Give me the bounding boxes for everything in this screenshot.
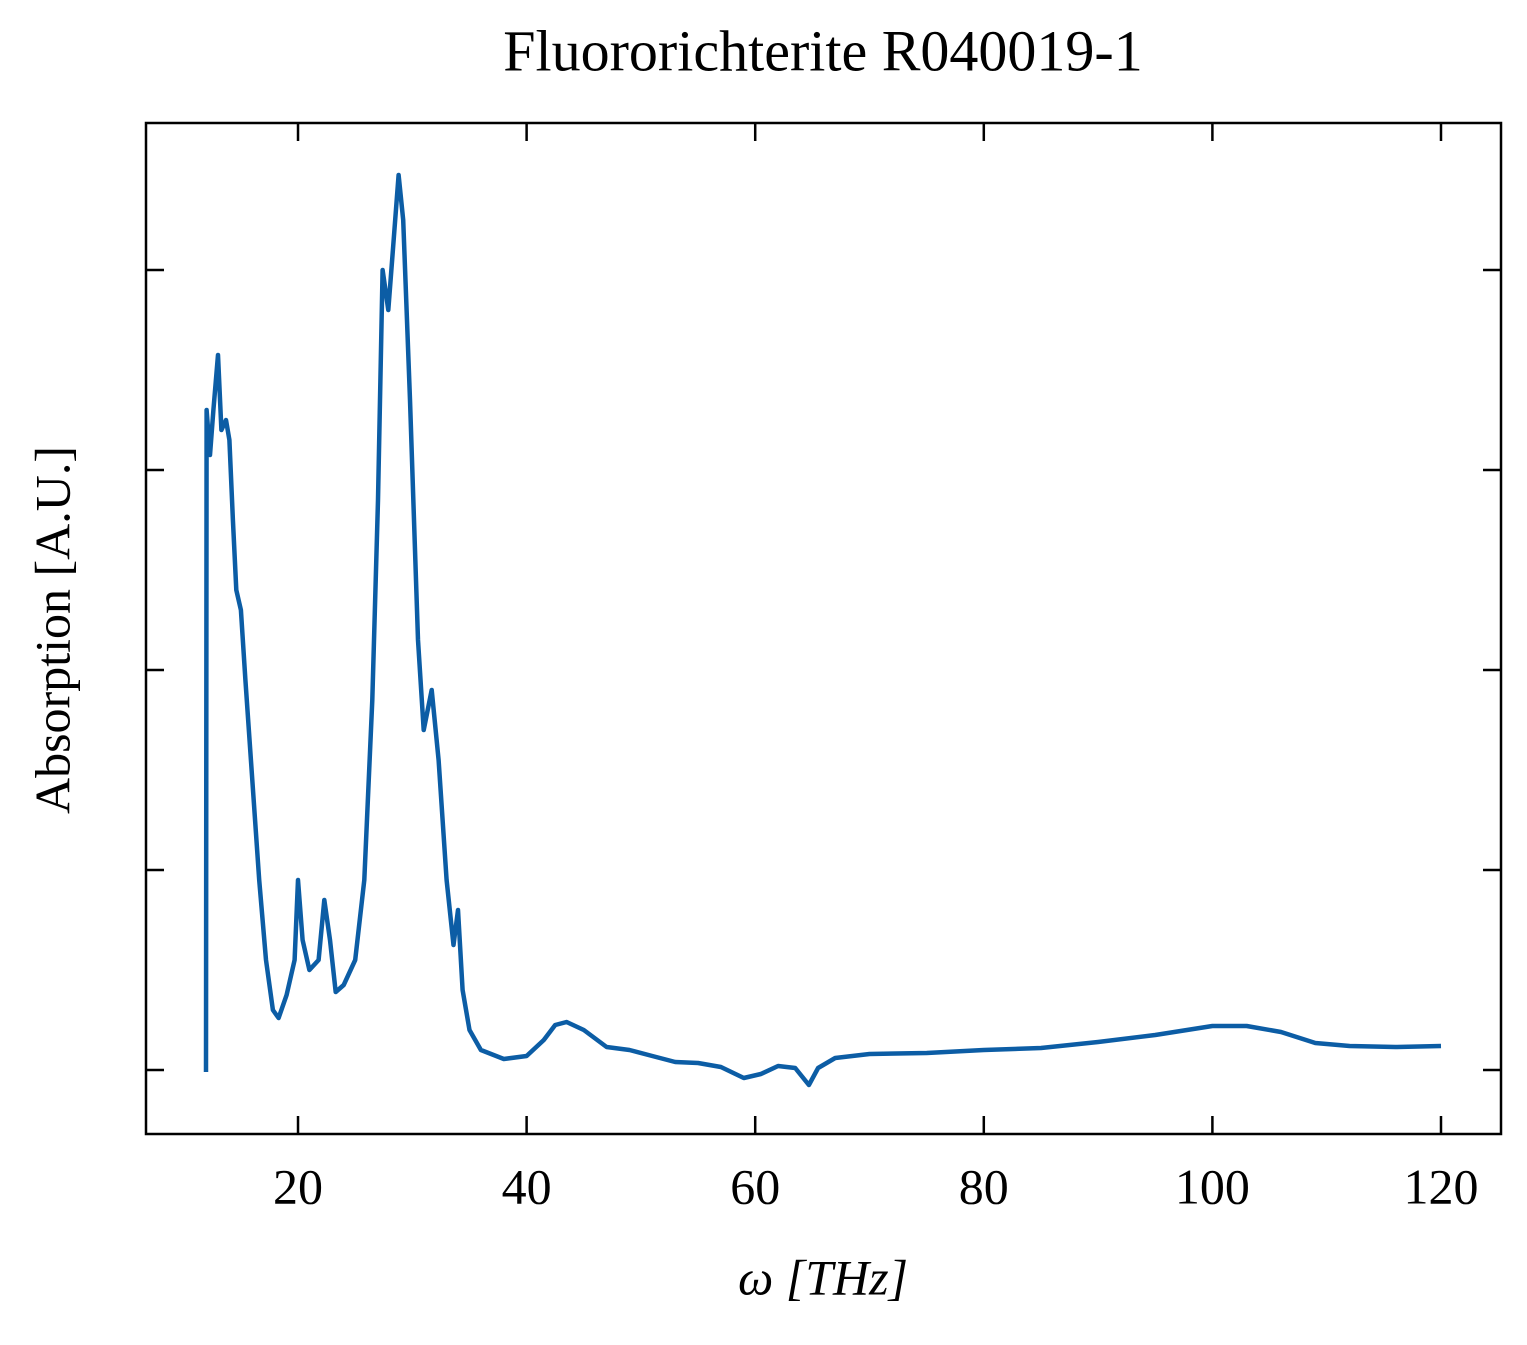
x-tick-label: 40 bbox=[502, 1158, 552, 1214]
x-tick-label: 120 bbox=[1403, 1158, 1478, 1214]
x-axis-label: ω [THz] bbox=[738, 1249, 908, 1305]
x-tick-label: 60 bbox=[730, 1158, 780, 1214]
data-line bbox=[203, 172, 1442, 1088]
y-axis-label: Absorption [A.U.] bbox=[24, 446, 80, 814]
chart-title: Fluororichterite R040019-1 bbox=[503, 18, 1143, 83]
x-tick-label: 100 bbox=[1175, 1158, 1250, 1214]
x-tick-label: 80 bbox=[959, 1158, 1009, 1214]
x-tick-label: 20 bbox=[273, 1158, 323, 1214]
plot-frame bbox=[144, 121, 1503, 1136]
